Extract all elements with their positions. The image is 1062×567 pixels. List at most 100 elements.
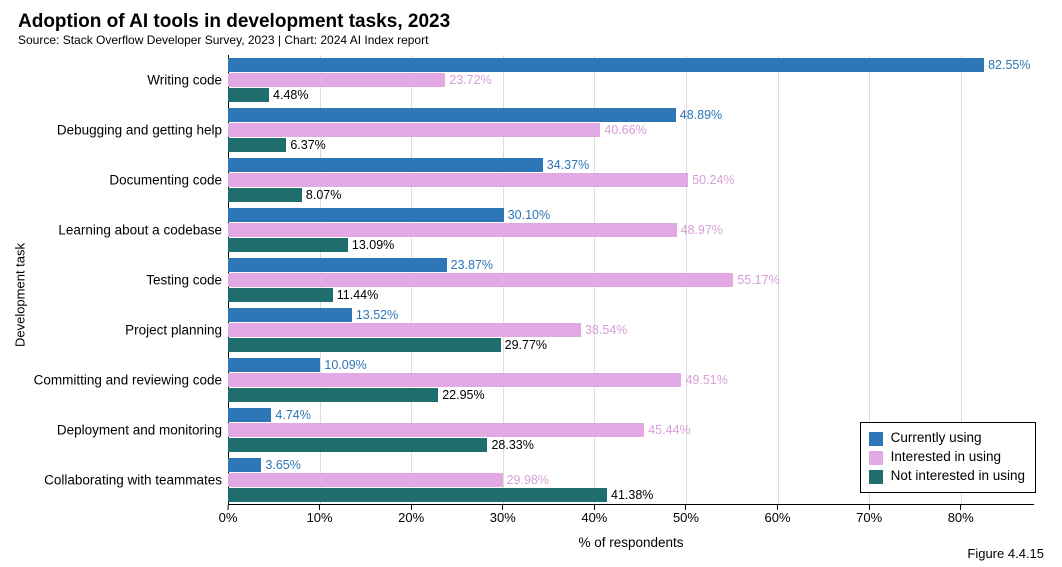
bar-value-label: 6.37%	[290, 138, 325, 152]
bar-not	[228, 188, 302, 202]
figure-number: Figure 4.4.15	[967, 546, 1044, 561]
category-label: Committing and reviewing code	[33, 372, 228, 387]
bar-value-label: 40.66%	[604, 123, 646, 137]
legend-label: Not interested in using	[891, 467, 1025, 486]
bar-value-label: 8.07%	[306, 188, 341, 202]
bar-currently	[228, 408, 271, 422]
bar-value-label: 29.98%	[507, 473, 549, 487]
bar-currently	[228, 158, 543, 172]
category-label: Project planning	[33, 322, 228, 337]
bar-currently	[228, 458, 261, 472]
category-label: Deployment and monitoring	[33, 422, 228, 437]
chart-subtitle: Source: Stack Overflow Developer Survey,…	[18, 33, 1044, 47]
bar-currently	[228, 208, 504, 222]
x-axis: 0%10%20%30%40%50%60%70%80%	[228, 505, 1034, 535]
legend-item-currently: Currently using	[869, 429, 1025, 448]
bar-interested	[228, 423, 644, 437]
bar-value-label: 41.38%	[611, 488, 653, 502]
bar-value-label: 34.37%	[547, 158, 589, 172]
bar-value-label: 13.52%	[356, 308, 398, 322]
category-row: Writing code82.55%23.72%4.48%	[228, 55, 1034, 105]
bar-value-label: 48.97%	[681, 223, 723, 237]
bar-interested	[228, 173, 688, 187]
bar-value-label: 50.24%	[692, 173, 734, 187]
category-row: Committing and reviewing code10.09%49.51…	[228, 355, 1034, 405]
bar-not	[228, 238, 348, 252]
bar-currently	[228, 358, 320, 372]
bar-value-label: 23.87%	[451, 258, 493, 272]
bar-interested	[228, 273, 733, 287]
x-tick: 10%	[307, 505, 333, 525]
x-axis-label: % of respondents	[228, 535, 1034, 550]
x-tick: 70%	[856, 505, 882, 525]
bar-value-label: 11.44%	[337, 288, 378, 302]
category-row: Learning about a codebase30.10%48.97%13.…	[228, 205, 1034, 255]
bar-value-label: 3.65%	[265, 458, 300, 472]
bar-value-label: 28.33%	[491, 438, 533, 452]
category-row: Documenting code34.37%50.24%8.07%	[228, 155, 1034, 205]
bar-interested	[228, 123, 600, 137]
category-row: Debugging and getting help48.89%40.66%6.…	[228, 105, 1034, 155]
bar-value-label: 55.17%	[737, 273, 779, 287]
bar-currently	[228, 58, 984, 72]
bar-value-label: 4.48%	[273, 88, 308, 102]
bar-currently	[228, 108, 676, 122]
bar-interested	[228, 223, 677, 237]
x-tick-label: 60%	[765, 510, 791, 525]
legend-swatch	[869, 470, 883, 484]
x-tick-label: 70%	[856, 510, 882, 525]
bar-value-label: 13.09%	[352, 238, 394, 252]
x-tick-label: 0%	[219, 510, 238, 525]
x-tick-label: 30%	[490, 510, 516, 525]
bar-value-label: 45.44%	[648, 423, 690, 437]
category-label: Collaborating with teammates	[33, 472, 228, 487]
chart-title: Adoption of AI tools in development task…	[18, 12, 1044, 33]
bar-not	[228, 288, 333, 302]
bar-value-label: 22.95%	[442, 388, 484, 402]
category-label: Documenting code	[33, 172, 228, 187]
x-tick: 60%	[765, 505, 791, 525]
bar-currently	[228, 258, 447, 272]
bar-value-label: 23.72%	[449, 73, 491, 87]
bar-value-label: 30.10%	[508, 208, 550, 222]
x-tick: 20%	[398, 505, 424, 525]
category-row: Testing code23.87%55.17%11.44%	[228, 255, 1034, 305]
bar-value-label: 29.77%	[505, 338, 547, 352]
legend-item-not-interested: Not interested in using	[869, 467, 1025, 486]
x-tick: 50%	[673, 505, 699, 525]
category-label: Learning about a codebase	[33, 222, 228, 237]
category-label: Debugging and getting help	[33, 122, 228, 137]
x-tick: 80%	[948, 505, 974, 525]
bar-value-label: 38.54%	[585, 323, 627, 337]
x-tick-label: 50%	[673, 510, 699, 525]
y-axis-label: Development task	[13, 243, 28, 347]
legend-item-interested: Interested in using	[869, 448, 1025, 467]
legend-label: Currently using	[891, 429, 982, 448]
x-tick-label: 40%	[581, 510, 607, 525]
bar-interested	[228, 473, 503, 487]
bar-not	[228, 388, 438, 402]
bar-not	[228, 488, 607, 502]
x-tick: 0%	[219, 505, 238, 525]
bar-value-label: 48.89%	[680, 108, 722, 122]
legend-swatch	[869, 451, 883, 465]
bar-not	[228, 138, 286, 152]
x-tick: 40%	[581, 505, 607, 525]
bar-currently	[228, 308, 352, 322]
bar-value-label: 10.09%	[324, 358, 366, 372]
bar-value-label: 82.55%	[988, 58, 1030, 72]
bar-value-label: 4.74%	[275, 408, 310, 422]
bar-not	[228, 88, 269, 102]
bar-not	[228, 338, 501, 352]
x-tick-label: 20%	[398, 510, 424, 525]
bar-value-label: 49.51%	[685, 373, 727, 387]
legend-label: Interested in using	[891, 448, 1001, 467]
bar-interested	[228, 373, 681, 387]
category-label: Testing code	[33, 272, 228, 287]
bar-not	[228, 438, 487, 452]
bar-interested	[228, 323, 581, 337]
category-row: Project planning13.52%38.54%29.77%	[228, 305, 1034, 355]
legend: Currently using Interested in using Not …	[860, 422, 1036, 493]
x-tick-label: 10%	[307, 510, 333, 525]
legend-swatch	[869, 432, 883, 446]
